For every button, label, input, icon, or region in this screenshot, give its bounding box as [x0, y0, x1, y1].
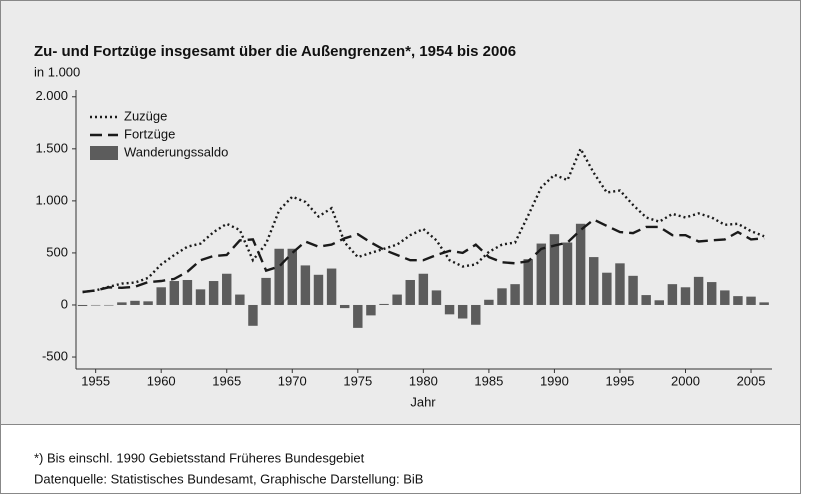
bar — [536, 243, 547, 305]
bar — [339, 304, 350, 309]
bar — [353, 304, 363, 328]
bar — [510, 284, 520, 305]
bar — [523, 259, 533, 305]
bar — [222, 273, 232, 305]
bar — [759, 302, 769, 305]
bar — [143, 301, 153, 305]
legend-label: Fortzüge — [124, 126, 175, 141]
bar — [746, 296, 756, 305]
bar — [431, 290, 442, 305]
x-tick-label: 1990 — [540, 373, 569, 388]
x-tick-label: 2000 — [671, 373, 700, 388]
bar — [667, 284, 678, 305]
bar — [628, 275, 638, 305]
bar — [182, 279, 193, 305]
y-tick-label: 0 — [61, 296, 68, 311]
legend-swatch — [90, 146, 118, 160]
bar — [654, 300, 664, 305]
x-tick-label: 1970 — [278, 373, 307, 388]
bar — [169, 281, 180, 305]
bar — [497, 288, 507, 305]
bar — [248, 304, 258, 326]
y-tick-label: 2.000 — [35, 88, 68, 103]
bar — [300, 265, 311, 305]
bar — [575, 223, 586, 305]
y-tick-label: 1.500 — [35, 140, 68, 155]
bar — [693, 276, 704, 305]
bar — [733, 296, 743, 305]
y-tick-label: 500 — [46, 244, 68, 259]
y-axis-label: in 1.000 — [34, 64, 80, 79]
bar — [208, 281, 219, 305]
bar — [471, 304, 481, 325]
bar — [235, 294, 245, 305]
bar — [562, 242, 573, 305]
bar — [680, 287, 691, 305]
bar — [444, 304, 455, 315]
bar — [287, 248, 297, 305]
bar — [720, 290, 730, 305]
bar — [274, 248, 284, 305]
x-tick-label: 1985 — [474, 373, 503, 388]
x-tick-label: 1955 — [81, 373, 110, 388]
x-tick-label: 1960 — [147, 373, 176, 388]
line — [82, 146, 765, 294]
chart-panel — [0, 0, 801, 425]
bar — [457, 304, 468, 319]
x-axis-label: Jahr — [410, 394, 436, 409]
bar — [130, 300, 140, 305]
footnote: *) Bis einschl. 1990 Gebietsstand Früher… — [34, 450, 365, 465]
x-tick-label: 1975 — [343, 373, 372, 388]
bar — [549, 234, 560, 305]
bar — [366, 304, 376, 316]
bar — [156, 287, 166, 305]
bar — [602, 272, 612, 305]
bar — [405, 279, 415, 305]
x-tick-label: 1980 — [409, 373, 438, 388]
bar — [706, 282, 717, 305]
bar — [90, 304, 101, 306]
bar — [195, 289, 206, 305]
legend-label: Wanderungssaldo — [124, 144, 228, 159]
legend-label: Zuzüge — [124, 108, 167, 123]
bar — [104, 304, 114, 306]
bar — [484, 299, 494, 305]
bar — [379, 303, 389, 305]
source: Datenquelle: Statistisches Bundesamt, Gr… — [34, 471, 423, 486]
bar — [589, 257, 599, 305]
chart-title: Zu- und Fortzüge insgesamt über die Auße… — [34, 43, 516, 60]
x-tick-label: 2005 — [737, 373, 766, 388]
x-tick-label: 1995 — [605, 373, 634, 388]
line — [82, 218, 765, 294]
y-tick-label: -500 — [42, 348, 68, 363]
bar — [77, 304, 88, 307]
bar — [117, 302, 127, 305]
bar — [641, 295, 651, 305]
bar — [392, 294, 402, 305]
bar — [261, 277, 271, 305]
bar — [418, 273, 429, 305]
bar — [615, 263, 625, 305]
footer-panel — [0, 424, 801, 494]
y-tick-label: 1.000 — [35, 192, 68, 207]
x-tick-label: 1965 — [212, 373, 241, 388]
bar — [326, 268, 337, 305]
bar — [313, 274, 324, 305]
